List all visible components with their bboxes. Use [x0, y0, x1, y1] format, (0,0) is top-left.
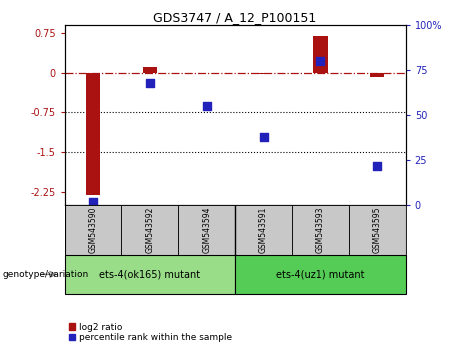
Point — [89, 199, 97, 205]
Text: ets-4(ok165) mutant: ets-4(ok165) mutant — [99, 269, 201, 279]
Bar — [65, 255, 235, 294]
Text: GSM543593: GSM543593 — [316, 207, 325, 253]
Bar — [235, 255, 406, 294]
Bar — [86, 73, 100, 195]
Point — [146, 80, 154, 85]
Point — [317, 58, 324, 64]
Title: GDS3747 / A_12_P100151: GDS3747 / A_12_P100151 — [154, 11, 317, 24]
Bar — [178, 205, 235, 255]
Text: genotype/variation: genotype/variation — [2, 270, 89, 279]
Text: ets-4(uz1) mutant: ets-4(uz1) mutant — [276, 269, 365, 279]
Text: GSM543592: GSM543592 — [145, 207, 154, 253]
Bar — [121, 205, 178, 255]
Point — [373, 163, 381, 169]
Bar — [256, 73, 271, 74]
Text: GSM543590: GSM543590 — [89, 207, 97, 253]
Text: GSM543595: GSM543595 — [373, 207, 382, 253]
Text: GSM543594: GSM543594 — [202, 207, 211, 253]
Bar — [143, 67, 157, 73]
Bar — [235, 205, 292, 255]
Bar — [313, 36, 327, 73]
Legend: log2 ratio, percentile rank within the sample: log2 ratio, percentile rank within the s… — [69, 322, 232, 342]
Bar — [370, 73, 384, 77]
Text: GSM543591: GSM543591 — [259, 207, 268, 253]
Point — [260, 134, 267, 139]
Bar — [65, 205, 121, 255]
Point — [203, 103, 210, 109]
Bar — [292, 205, 349, 255]
Bar — [349, 205, 406, 255]
